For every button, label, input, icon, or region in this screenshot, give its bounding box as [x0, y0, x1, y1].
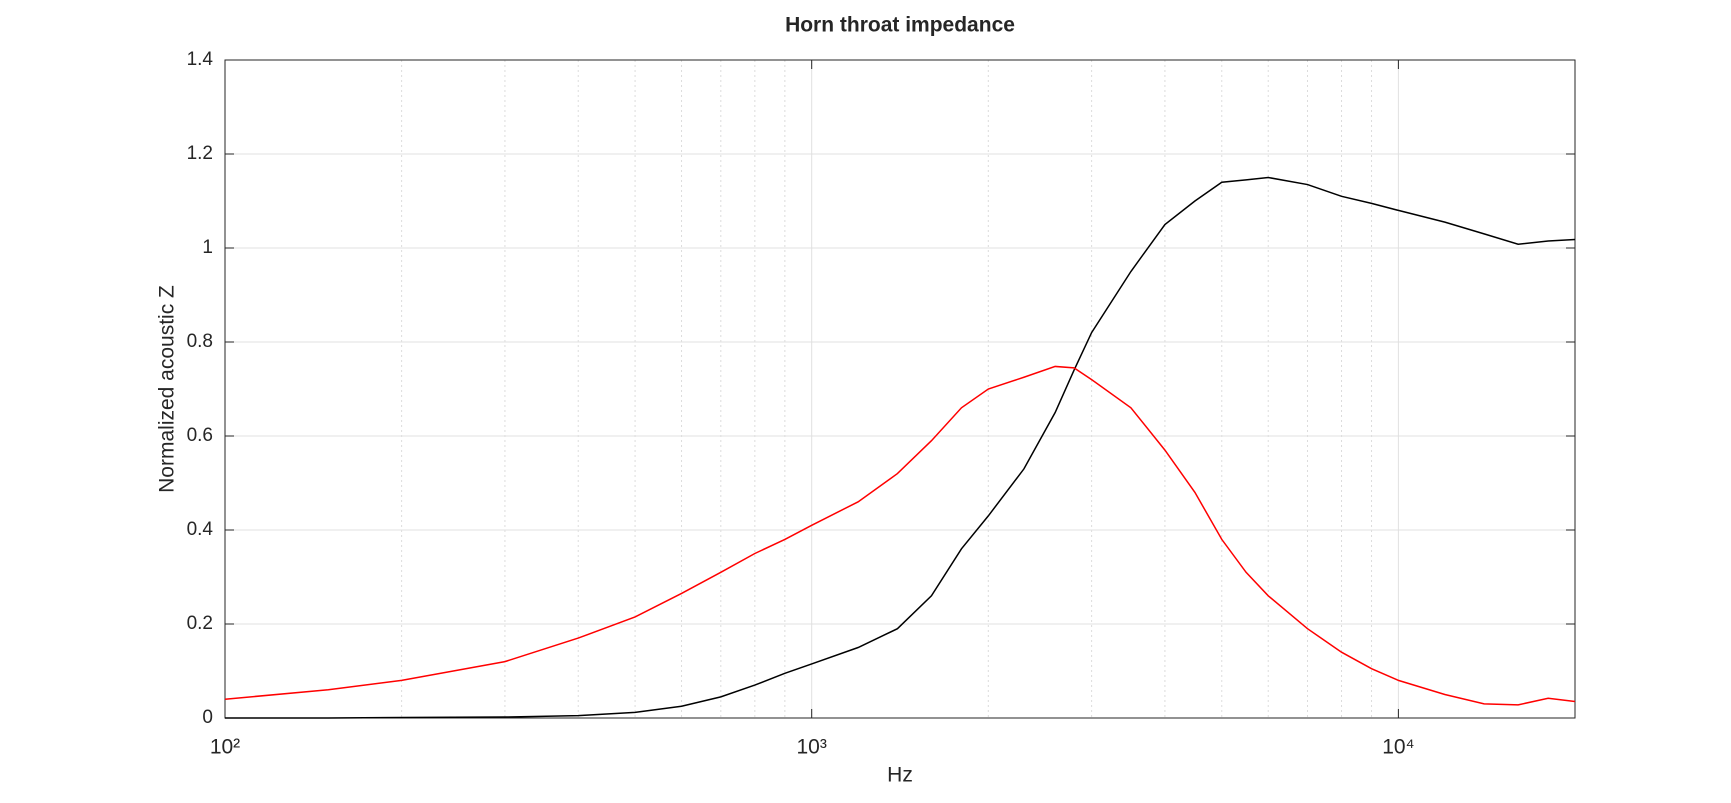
y-tick-label: 0.2 — [187, 613, 213, 634]
chart-title: Horn throat impedance — [785, 14, 1015, 37]
plot-frame — [224, 59, 1576, 719]
line-series — [225, 176, 1576, 719]
x-axis-label: Hz — [887, 764, 913, 787]
y-tick-label: 1.2 — [187, 143, 213, 164]
y-tick-label: 0.6 — [187, 425, 213, 446]
y-tick-label: 1.4 — [187, 49, 214, 70]
x-tick-label: 10² — [210, 736, 240, 759]
x-tick-label: 10⁴ — [1382, 736, 1414, 759]
line-series — [224, 365, 1576, 706]
y-axis-label: Normalized acoustic Z — [156, 285, 179, 493]
y-tick-label: 1 — [202, 237, 213, 258]
y-tick-label: 0 — [202, 707, 213, 728]
x-tick-label: 10³ — [797, 736, 827, 759]
y-tick-label: 0.8 — [187, 331, 213, 352]
y-tick-label: 0.4 — [187, 519, 214, 540]
